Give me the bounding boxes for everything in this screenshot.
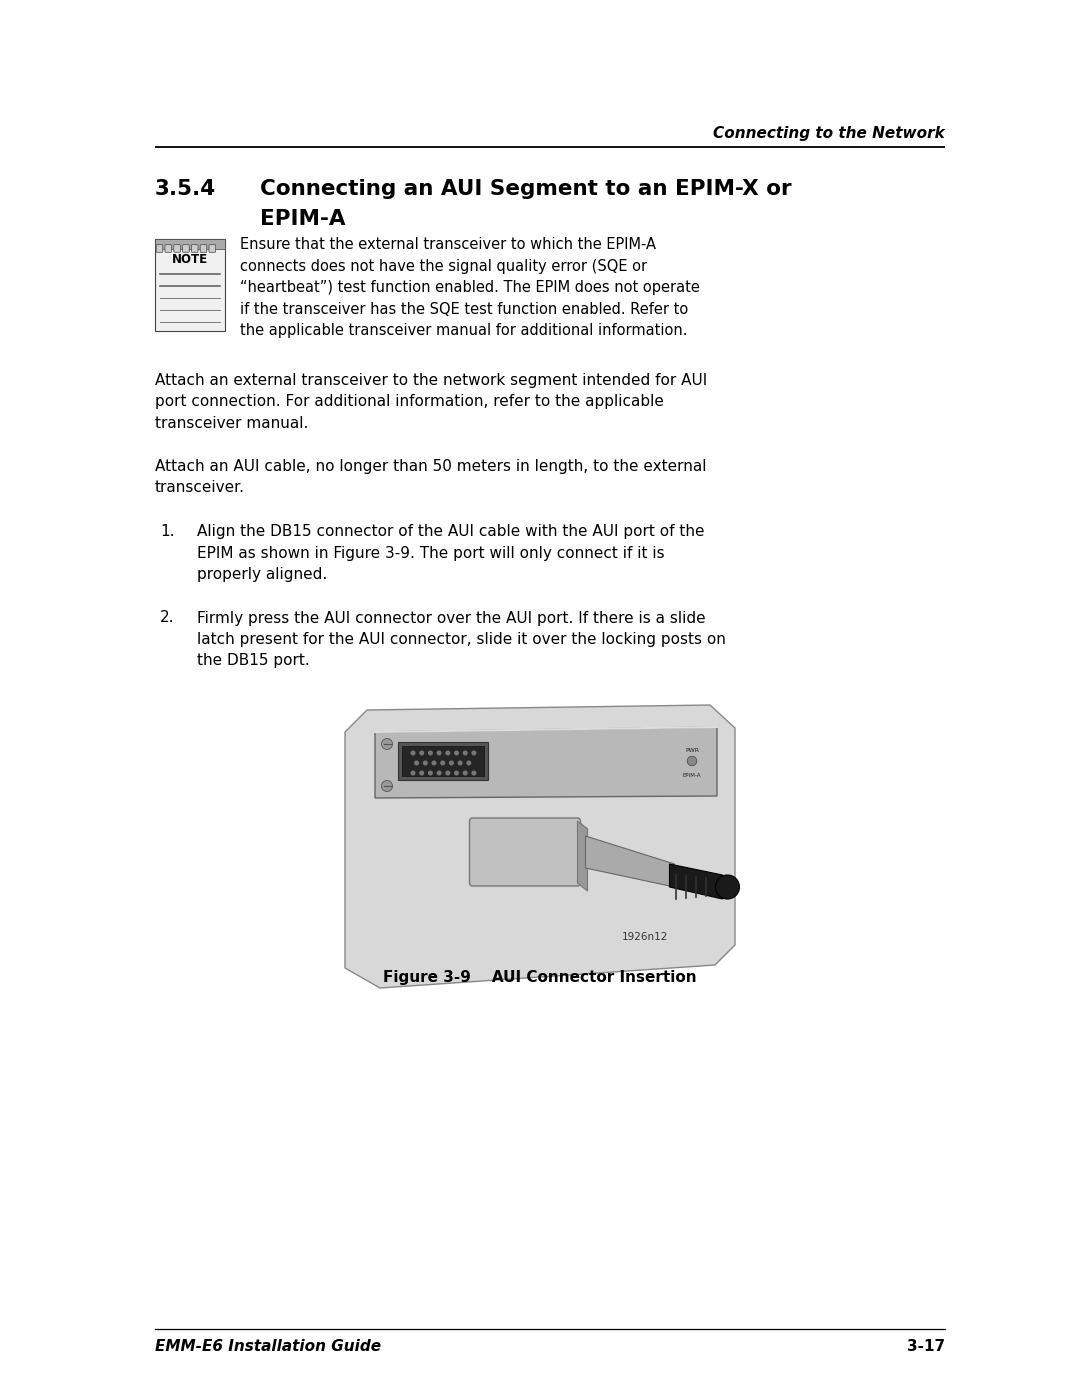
Circle shape [432, 761, 436, 764]
Text: EPIM-A: EPIM-A [260, 210, 346, 229]
Circle shape [381, 739, 392, 750]
Circle shape [415, 761, 418, 764]
FancyBboxPatch shape [156, 239, 225, 249]
FancyBboxPatch shape [200, 244, 206, 253]
Polygon shape [670, 863, 723, 900]
Text: “heartbeat”) test function enabled. The EPIM does not operate: “heartbeat”) test function enabled. The … [240, 279, 700, 295]
Text: port connection. For additional information, refer to the applicable: port connection. For additional informat… [156, 394, 664, 409]
Circle shape [437, 752, 441, 754]
FancyBboxPatch shape [165, 244, 172, 253]
Text: Ensure that the external transceiver to which the EPIM-A: Ensure that the external transceiver to … [240, 237, 656, 251]
Circle shape [411, 752, 415, 754]
Text: NOTE: NOTE [172, 253, 208, 265]
Circle shape [687, 756, 697, 766]
Circle shape [455, 752, 458, 754]
Text: 1926n12: 1926n12 [622, 932, 669, 942]
Circle shape [463, 771, 467, 775]
Polygon shape [585, 835, 675, 887]
Text: Attach an AUI cable, no longer than 50 meters in length, to the external: Attach an AUI cable, no longer than 50 m… [156, 460, 706, 474]
Text: Align the DB15 connector of the AUI cable with the AUI port of the: Align the DB15 connector of the AUI cabl… [197, 524, 704, 539]
Circle shape [437, 771, 441, 775]
Text: the applicable transceiver manual for additional information.: the applicable transceiver manual for ad… [240, 323, 688, 338]
Text: the DB15 port.: the DB15 port. [197, 654, 310, 669]
Circle shape [441, 761, 445, 764]
Text: latch present for the AUI connector, slide it over the locking posts on: latch present for the AUI connector, sli… [197, 631, 726, 647]
Circle shape [381, 781, 392, 792]
Text: Connecting an AUI Segment to an EPIM-X or: Connecting an AUI Segment to an EPIM-X o… [260, 179, 792, 198]
Polygon shape [345, 705, 735, 988]
FancyBboxPatch shape [156, 239, 225, 331]
Text: EMM-E6 Installation Guide: EMM-E6 Installation Guide [156, 1338, 381, 1354]
Text: EPIM as shown in Figure 3-9. The port will only connect if it is: EPIM as shown in Figure 3-9. The port wi… [197, 545, 664, 560]
FancyBboxPatch shape [470, 819, 581, 886]
Circle shape [423, 761, 427, 764]
Text: EPIM-A: EPIM-A [683, 773, 701, 778]
Circle shape [429, 771, 432, 775]
Polygon shape [375, 726, 717, 798]
Polygon shape [399, 742, 488, 780]
Text: Firmly press the AUI connector over the AUI port. If there is a slide: Firmly press the AUI connector over the … [197, 610, 705, 626]
Circle shape [411, 771, 415, 775]
Text: connects does not have the signal quality error (SQE or: connects does not have the signal qualit… [240, 258, 647, 274]
Text: Connecting to the Network: Connecting to the Network [713, 126, 945, 141]
Circle shape [449, 761, 454, 764]
Circle shape [429, 752, 432, 754]
Circle shape [715, 875, 740, 900]
Text: Attach an external transceiver to the network segment intended for AUI: Attach an external transceiver to the ne… [156, 373, 707, 387]
Circle shape [420, 771, 423, 775]
Circle shape [463, 752, 467, 754]
Polygon shape [578, 821, 588, 891]
FancyBboxPatch shape [174, 244, 180, 253]
Polygon shape [472, 821, 588, 828]
Text: transceiver.: transceiver. [156, 481, 245, 496]
Circle shape [446, 752, 449, 754]
Text: properly aligned.: properly aligned. [197, 567, 327, 583]
Text: 1.: 1. [160, 524, 175, 539]
Circle shape [446, 771, 449, 775]
FancyBboxPatch shape [191, 244, 198, 253]
FancyBboxPatch shape [183, 244, 189, 253]
Circle shape [472, 771, 475, 775]
Text: PWR: PWR [685, 747, 699, 753]
Polygon shape [402, 746, 484, 775]
Text: Figure 3-9    AUI Connector Insertion: Figure 3-9 AUI Connector Insertion [383, 970, 697, 985]
Text: 2.: 2. [160, 610, 175, 626]
Circle shape [455, 771, 458, 775]
Circle shape [458, 761, 462, 764]
Text: transceiver manual.: transceiver manual. [156, 415, 309, 430]
Text: 3-17: 3-17 [907, 1338, 945, 1354]
Text: 3.5.4: 3.5.4 [156, 179, 216, 198]
FancyBboxPatch shape [210, 244, 216, 253]
Text: if the transceiver has the SQE test function enabled. Refer to: if the transceiver has the SQE test func… [240, 302, 688, 317]
Circle shape [467, 761, 471, 764]
Circle shape [472, 752, 475, 754]
Circle shape [420, 752, 423, 754]
FancyBboxPatch shape [157, 244, 163, 253]
